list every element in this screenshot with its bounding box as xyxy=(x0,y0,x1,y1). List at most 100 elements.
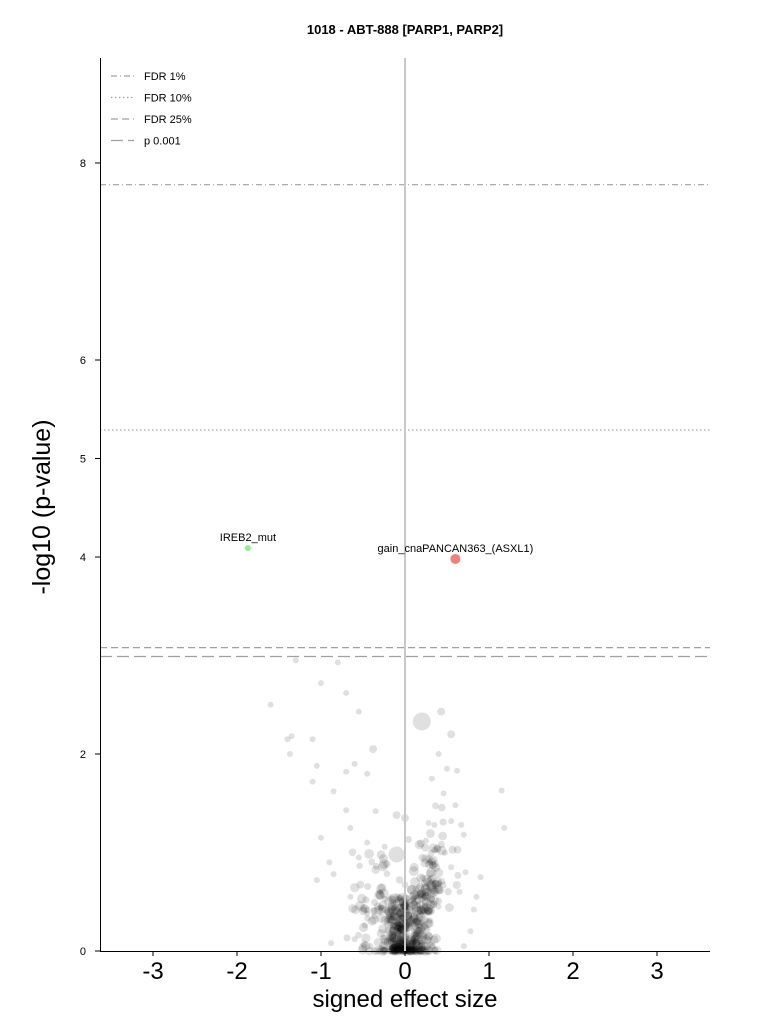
data-point xyxy=(410,897,417,904)
data-point xyxy=(416,900,426,910)
data-point xyxy=(421,903,431,912)
data-point xyxy=(390,904,397,911)
data-point xyxy=(372,808,379,815)
data-point xyxy=(355,708,362,715)
data-point xyxy=(390,921,397,929)
data-point xyxy=(380,915,391,926)
data-point xyxy=(395,909,404,918)
data-point xyxy=(387,932,397,942)
data-point xyxy=(361,941,371,951)
data-point xyxy=(395,903,404,913)
data-point xyxy=(453,845,462,854)
data-point xyxy=(430,935,439,944)
data-point xyxy=(416,912,426,922)
data-point xyxy=(421,896,431,906)
data-point xyxy=(390,900,397,907)
chart-title: 1018 - ABT-888 [PARP1, PARP2] xyxy=(307,22,503,37)
data-point xyxy=(460,831,467,838)
data-point xyxy=(423,904,434,915)
data-point xyxy=(383,870,391,877)
data-point xyxy=(394,921,404,931)
x-tick-label: -3 xyxy=(142,958,163,985)
data-point xyxy=(309,778,316,785)
data-point xyxy=(417,892,427,902)
data-point xyxy=(343,689,350,696)
data-point xyxy=(418,854,426,862)
data-point xyxy=(409,936,417,944)
data-point xyxy=(330,788,337,795)
data-point xyxy=(364,770,371,777)
data-point xyxy=(409,942,419,952)
data-point xyxy=(387,930,397,940)
data-point xyxy=(386,945,397,955)
data-point xyxy=(417,924,426,933)
data-point xyxy=(428,941,435,949)
data-point xyxy=(425,860,434,869)
data-point xyxy=(412,938,421,947)
data-point xyxy=(410,934,419,944)
y-tick-label: 6 xyxy=(80,355,86,367)
data-point xyxy=(431,860,439,868)
data-point xyxy=(397,913,405,920)
data-point xyxy=(424,936,432,945)
data-point xyxy=(425,919,434,928)
data-point xyxy=(364,915,371,922)
data-point xyxy=(267,701,274,708)
data-point xyxy=(416,888,427,899)
data-point xyxy=(396,895,404,902)
data-point xyxy=(498,787,505,794)
data-point xyxy=(410,944,419,952)
data-point xyxy=(412,885,420,893)
data-point xyxy=(429,887,439,897)
data-point xyxy=(429,900,438,909)
data-point xyxy=(406,934,416,944)
data-point xyxy=(386,914,395,924)
data-point xyxy=(445,903,454,912)
scatter-points xyxy=(267,657,508,950)
legend-entry: FDR 1% xyxy=(144,71,186,83)
data-point xyxy=(391,904,398,912)
data-point xyxy=(404,945,412,953)
data-point xyxy=(404,947,412,955)
data-point xyxy=(371,865,380,874)
data-point xyxy=(438,831,448,841)
data-point xyxy=(420,883,431,894)
data-point xyxy=(389,933,399,944)
data-point xyxy=(413,925,422,935)
data-point xyxy=(410,921,420,931)
data-point xyxy=(392,927,403,937)
data-point xyxy=(431,887,440,896)
data-point xyxy=(388,944,398,954)
data-point xyxy=(377,945,384,952)
data-point xyxy=(406,885,416,895)
data-point xyxy=(396,923,405,932)
data-point xyxy=(390,943,400,954)
data-point xyxy=(406,947,415,955)
data-point xyxy=(405,945,412,952)
data-point xyxy=(350,883,360,893)
data-point xyxy=(396,944,406,954)
data-point xyxy=(412,892,420,900)
data-point xyxy=(406,884,417,895)
legend-entry: FDR 25% xyxy=(144,114,192,126)
data-point xyxy=(424,932,433,942)
data-point xyxy=(389,931,397,939)
data-point xyxy=(318,680,324,687)
data-point xyxy=(393,945,404,956)
background-points xyxy=(343,802,462,956)
data-point xyxy=(396,939,405,949)
data-point xyxy=(420,858,430,868)
data-point xyxy=(378,900,388,910)
data-point xyxy=(501,824,508,831)
data-point xyxy=(395,918,405,928)
data-point xyxy=(392,906,401,915)
data-point xyxy=(394,919,402,928)
data-point xyxy=(405,915,415,925)
data-point xyxy=(424,947,433,955)
data-point xyxy=(380,947,388,955)
data-point xyxy=(412,929,423,940)
data-point xyxy=(444,888,452,896)
data-point xyxy=(351,760,358,767)
data-point xyxy=(284,736,291,743)
data-point xyxy=(416,839,425,848)
